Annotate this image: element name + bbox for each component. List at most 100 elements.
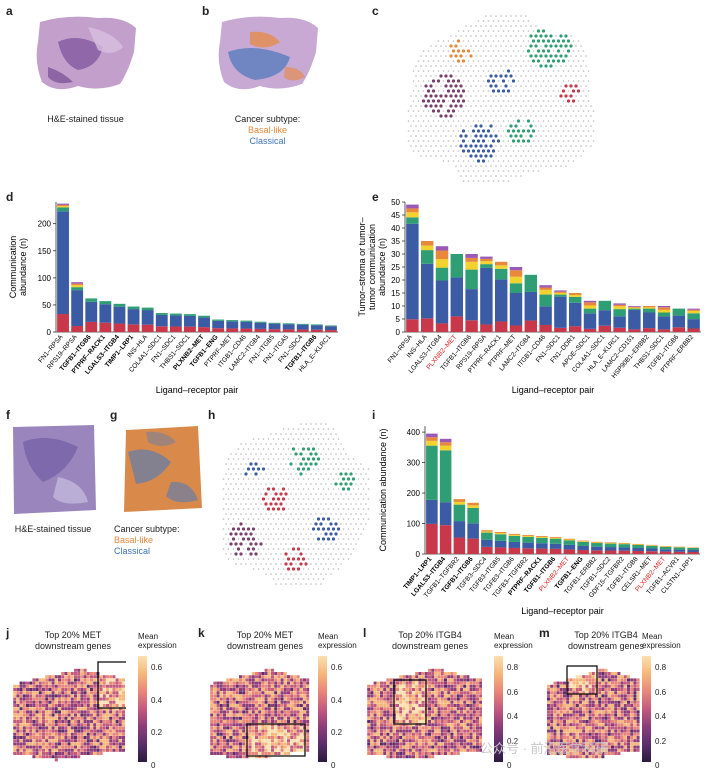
spot	[565, 105, 567, 107]
spot	[250, 493, 252, 495]
spot	[234, 552, 238, 556]
bar-segment	[212, 319, 225, 321]
colorbar-title: Mean expression	[138, 632, 177, 650]
expression-spot	[421, 675, 425, 679]
expression-spot	[83, 700, 87, 704]
expression-spot	[86, 678, 90, 682]
expression-spot	[122, 678, 125, 682]
bar-segment	[568, 293, 582, 295]
expression-spot	[399, 729, 403, 733]
spot	[365, 513, 367, 515]
expression-spot	[277, 707, 281, 711]
spot	[505, 45, 507, 47]
expression-spot	[277, 672, 281, 675]
spot	[545, 105, 547, 107]
bar	[465, 254, 478, 332]
expression-spot	[299, 729, 303, 733]
spot	[516, 119, 521, 123]
spot	[485, 125, 487, 127]
spot	[587, 110, 590, 112]
expression-spot	[26, 700, 29, 704]
expression-spot	[460, 729, 463, 733]
expression-spot	[86, 723, 90, 727]
spot	[227, 528, 230, 530]
expression-spot	[456, 707, 460, 711]
spot	[295, 553, 297, 555]
expression-spot	[74, 694, 77, 698]
expression-spot	[251, 678, 255, 682]
expression-spot	[466, 688, 470, 691]
spot	[562, 140, 565, 142]
expression-spot	[112, 742, 116, 746]
expression-spot	[434, 720, 438, 723]
spot	[312, 428, 315, 430]
expression-spot	[392, 732, 396, 736]
spot	[306, 457, 311, 461]
spot	[486, 79, 491, 83]
expression-spot	[476, 678, 479, 682]
spot	[487, 100, 490, 102]
expression-spot	[109, 732, 113, 736]
spot	[365, 493, 367, 495]
spot	[462, 70, 465, 72]
expression-spot	[58, 742, 61, 746]
bar-segment	[99, 301, 112, 305]
expression-spot	[412, 691, 415, 695]
expression-spot	[450, 732, 454, 736]
spot	[562, 100, 565, 102]
expression-spot	[118, 688, 122, 691]
spot	[365, 523, 367, 525]
spot	[427, 60, 430, 62]
expression-spot	[412, 710, 415, 714]
expression-spot	[77, 707, 81, 711]
expression-spot	[463, 684, 467, 688]
spot	[530, 25, 532, 27]
spot	[347, 558, 350, 560]
expression-spot	[58, 707, 61, 711]
spot	[520, 15, 522, 17]
spot	[302, 518, 305, 520]
expression-spot	[453, 752, 457, 755]
spot	[287, 428, 290, 430]
spot	[270, 453, 272, 455]
expression-spot	[48, 694, 52, 698]
spot	[262, 478, 265, 480]
spot	[365, 473, 367, 475]
spot	[497, 180, 500, 182]
spot	[422, 90, 425, 92]
panel-label-i: i	[372, 408, 376, 422]
expression-spot	[77, 710, 81, 714]
spot	[270, 463, 272, 465]
expression-spot	[22, 707, 26, 711]
spot	[555, 135, 557, 137]
spot	[532, 100, 535, 102]
bar-segment	[563, 540, 576, 545]
spot	[272, 438, 275, 440]
expression-spot	[58, 710, 61, 714]
spot	[242, 468, 245, 470]
expression-spot	[434, 716, 438, 720]
expression-spot	[61, 672, 65, 675]
spot	[265, 513, 267, 515]
spot	[255, 523, 257, 525]
spot	[575, 105, 577, 107]
expression-spot	[290, 720, 294, 723]
expression-spot	[64, 672, 68, 675]
expression-spot	[479, 723, 482, 727]
spot	[320, 503, 322, 505]
expression-spot	[29, 716, 33, 720]
expression-spot	[32, 736, 36, 739]
expression-spot	[80, 748, 84, 752]
spot	[330, 563, 332, 565]
spot	[459, 54, 463, 58]
spot	[312, 538, 315, 540]
expression-spot	[99, 752, 103, 755]
spatial-communication-map-h	[222, 423, 370, 585]
expression-spot	[32, 704, 36, 707]
spot	[572, 160, 575, 162]
spot	[277, 568, 280, 570]
expression-spot	[399, 681, 403, 685]
bar	[127, 306, 140, 332]
spot	[560, 85, 562, 87]
expression-spot	[469, 684, 473, 688]
